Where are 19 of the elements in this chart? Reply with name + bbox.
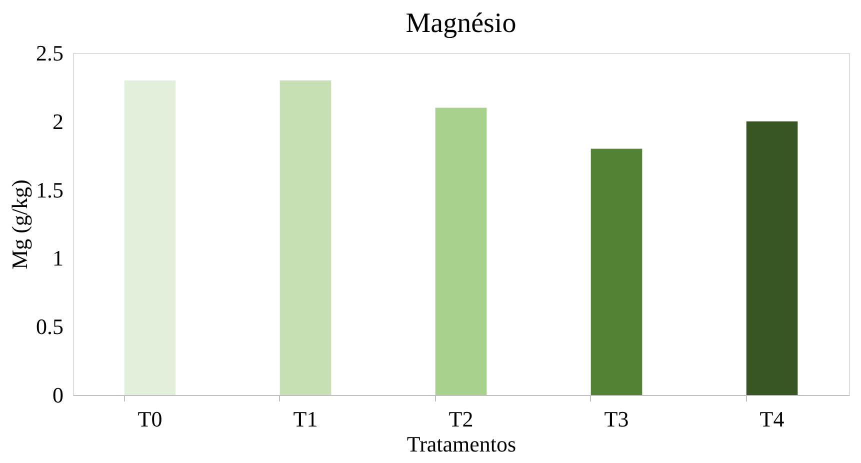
y-axis-title: Mg (g/kg) <box>7 180 32 270</box>
x-axis-title: Tratamentos <box>406 432 516 456</box>
x-tick-label: T2 <box>448 406 474 432</box>
y-tick-label: 1.5 <box>36 177 64 202</box>
y-tick-label: 0 <box>52 382 64 408</box>
x-tick-label: T4 <box>760 406 784 432</box>
y-tick-label: 2.5 <box>36 40 64 66</box>
chart-title: Magnésio <box>406 8 516 39</box>
y-tick-label: 1 <box>52 246 64 271</box>
y-tick-label: 0.5 <box>36 314 64 340</box>
bar <box>124 80 176 395</box>
bar <box>280 80 332 395</box>
y-tick-label: 2 <box>52 108 64 134</box>
x-tick-label: T3 <box>604 406 629 432</box>
x-tick-label: T1 <box>293 406 318 432</box>
bar <box>435 108 487 395</box>
x-tick-label: T0 <box>138 406 162 432</box>
bar <box>590 148 642 395</box>
bar <box>746 121 798 395</box>
